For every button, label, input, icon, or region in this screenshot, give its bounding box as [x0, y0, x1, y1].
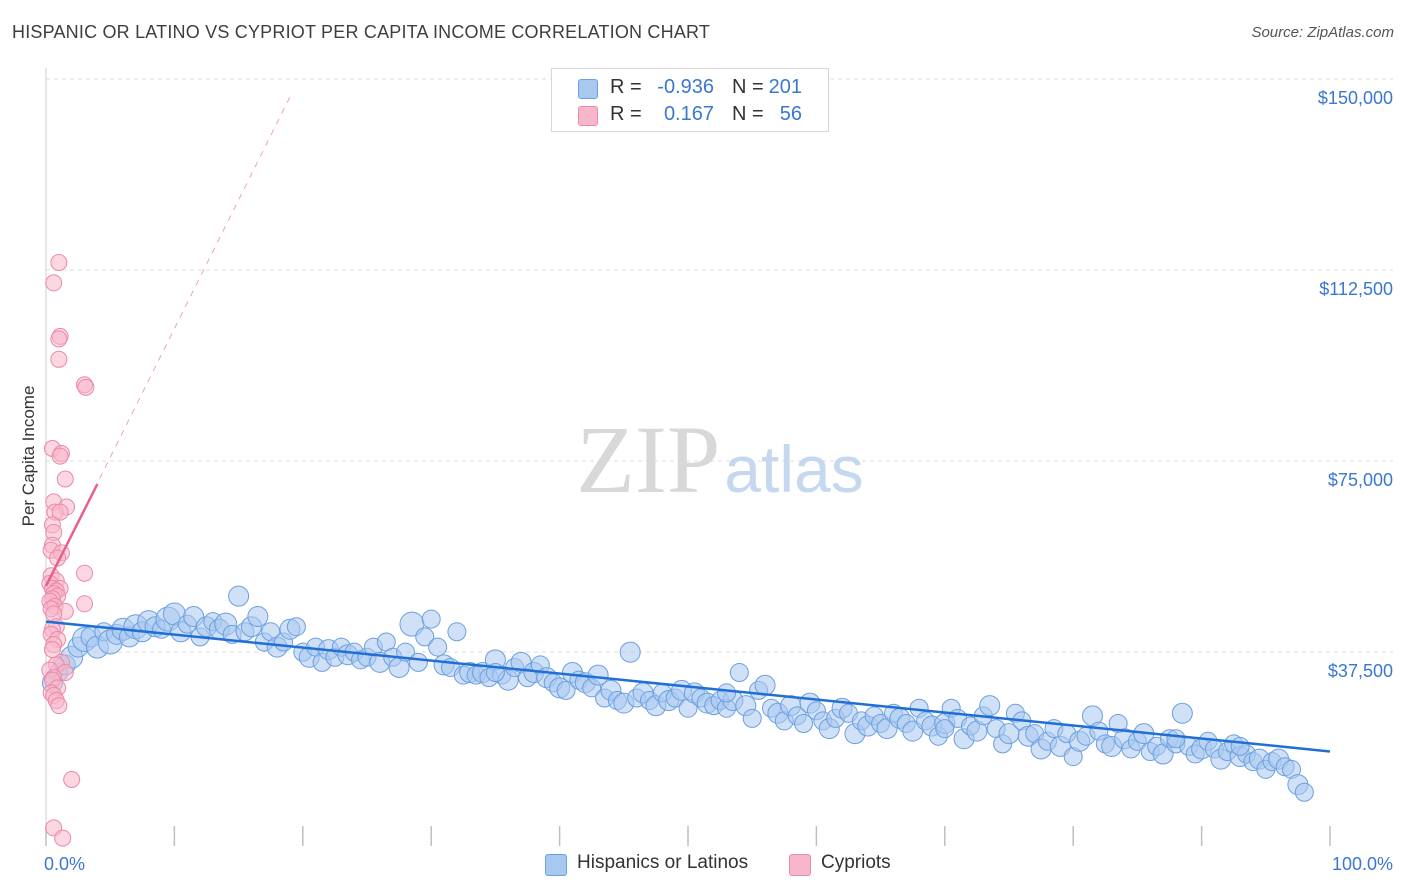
point-cypriots: [50, 350, 68, 368]
point-hispanics: [228, 585, 250, 607]
point-hispanics: [935, 719, 955, 739]
trend-line-hispanics: [45, 620, 1331, 753]
legend-n-value: 56: [779, 103, 802, 125]
legend-swatch-hispanics: [578, 79, 598, 99]
point-cypriots: [51, 447, 69, 465]
point-hispanics: [421, 609, 441, 629]
legend-r-value: 0.167: [663, 103, 714, 125]
y-tick-label: $75,000: [1328, 470, 1393, 490]
x-tick-labels: 0.0% 100.0%: [44, 854, 1393, 874]
point-hispanics: [1171, 702, 1193, 724]
point-hispanics: [729, 663, 749, 683]
point-hispanics: [587, 664, 609, 686]
point-hispanics: [408, 652, 428, 672]
y-tick-label: $112,500: [1319, 279, 1393, 299]
point-cypriots: [56, 470, 74, 488]
point-hispanics: [556, 680, 576, 700]
trend-lines: [44, 96, 1331, 753]
point-hispanics: [1166, 729, 1186, 749]
point-cypriots: [77, 378, 95, 396]
point-hispanics: [1294, 782, 1314, 802]
x-tick-label: 100.0%: [1332, 854, 1393, 874]
watermark: ZIPatlas: [576, 406, 863, 513]
trend-line-cypriots: [44, 483, 99, 587]
legend-r-value: -0.936: [657, 76, 714, 98]
legend-n-label: N =: [732, 103, 764, 125]
bottom-legend-swatch-hispanics: [545, 854, 567, 876]
y-tick-label: $37,500: [1328, 661, 1393, 681]
point-cypriots: [50, 254, 68, 272]
point-hispanics: [619, 641, 641, 663]
point-cypriots: [76, 595, 94, 613]
point-hispanics: [428, 637, 448, 657]
y-tick-label: $150,000: [1318, 88, 1393, 108]
gridlines: [46, 78, 1393, 653]
bottom-legend-label: Cypriots: [821, 852, 891, 873]
bottom-legend-label: Hispanics or Latinos: [577, 852, 749, 873]
series-cypriots-points: [41, 254, 95, 847]
legend-n-label: N =: [732, 76, 764, 98]
legend-row-hispanics: R = -0.936 N = 201: [552, 75, 828, 101]
legend-r-label: R =: [610, 103, 642, 125]
bottom-legend-swatch-cypriots: [789, 854, 811, 876]
legend-r-label: R =: [610, 76, 642, 98]
watermark-atlas: atlas: [724, 432, 863, 506]
point-cypriots: [76, 564, 94, 582]
correlation-legend: R = -0.936 N = 201 R = 0.167 N = 56: [551, 68, 829, 132]
point-hispanics: [754, 674, 776, 696]
y-axis-label: Per Capita Income: [19, 386, 38, 527]
point-hispanics: [717, 683, 737, 703]
source-label: Source: ZipAtlas.com: [1251, 24, 1394, 41]
point-cypriots: [45, 274, 63, 292]
point-hispanics: [794, 713, 814, 733]
point-hispanics: [447, 622, 467, 642]
point-cypriots: [54, 829, 72, 847]
legend-row-cypriots: R = 0.167 N = 56: [552, 102, 828, 128]
point-cypriots: [51, 503, 69, 521]
point-cypriots: [50, 330, 68, 348]
point-cypriots: [50, 697, 68, 715]
y-tick-labels: $37,500 $75,000 $112,500 $150,000: [1318, 88, 1393, 681]
series-hispanics-points: [41, 585, 1314, 802]
x-tick-label: 0.0%: [44, 854, 85, 874]
watermark-zip: ZIP: [576, 406, 720, 513]
point-hispanics: [247, 606, 269, 628]
point-hispanics: [979, 695, 1001, 717]
point-hispanics: [1230, 736, 1250, 756]
point-cypriots: [63, 771, 81, 789]
chart-title: HISPANIC OR LATINO VS CYPRIOT PER CAPITA…: [12, 22, 711, 42]
point-hispanics: [742, 708, 762, 728]
point-hispanics: [286, 617, 306, 637]
point-hispanics: [415, 627, 435, 647]
legend-swatch-cypriots: [578, 106, 598, 126]
legend-n-value: 201: [768, 76, 802, 98]
